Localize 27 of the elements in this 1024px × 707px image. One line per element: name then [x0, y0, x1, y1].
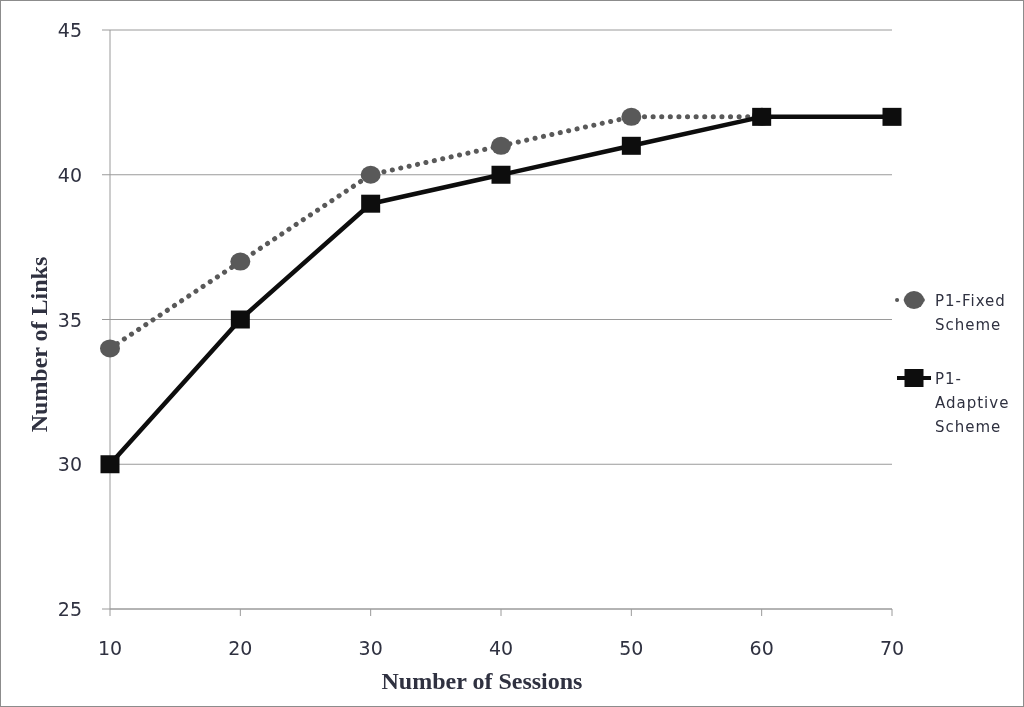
point	[491, 136, 511, 155]
y-tick-label: 40	[57, 163, 82, 186]
point	[491, 165, 511, 184]
x-tick-label: 30	[358, 637, 383, 659]
x-tick-label: 50	[619, 637, 644, 659]
point	[882, 107, 902, 126]
y-tick-label: 45	[57, 19, 82, 41]
point	[360, 165, 381, 184]
y-tick-label: 35	[57, 308, 82, 331]
x-axis-title: Number of Sessions	[381, 668, 583, 694]
x-tick-label: 40	[488, 637, 514, 659]
point	[621, 136, 641, 155]
y-tick-label: 30	[57, 453, 82, 476]
point	[100, 339, 120, 358]
point	[361, 194, 381, 213]
y-tick-label: 25	[57, 598, 82, 620]
legend-label: P1-Fixed Scheme	[935, 292, 1006, 334]
point	[621, 107, 642, 126]
x-tick-label: 20	[228, 637, 253, 659]
point	[230, 252, 251, 271]
x-tick-label: 70	[879, 637, 905, 659]
y-axis-title: Number of Links	[26, 256, 52, 433]
legend-label: P1-Adaptive Scheme	[935, 370, 1010, 436]
x-tick-label: 10	[97, 637, 123, 659]
point	[230, 310, 250, 329]
point	[100, 455, 120, 474]
x-tick-label: 60	[749, 637, 774, 659]
